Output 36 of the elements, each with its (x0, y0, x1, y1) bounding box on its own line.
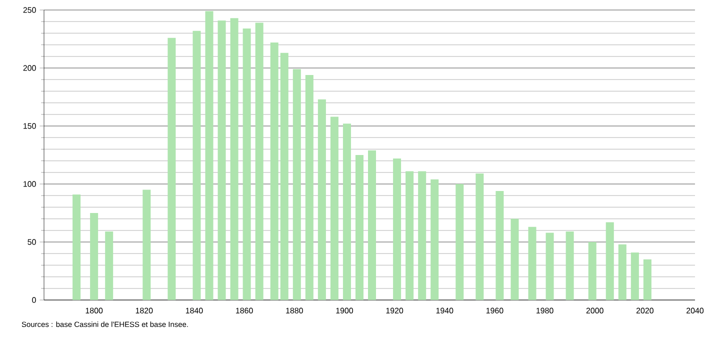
bar (368, 150, 376, 300)
bar (510, 218, 519, 300)
bar (618, 244, 626, 300)
bar (476, 174, 484, 300)
bar (643, 259, 652, 300)
bar (588, 242, 596, 300)
bar (142, 190, 151, 300)
bar (406, 171, 414, 300)
bar (242, 28, 251, 300)
bar (270, 42, 278, 300)
bar (105, 232, 114, 300)
bar (496, 190, 504, 300)
bar (330, 116, 338, 300)
bar (418, 171, 426, 300)
bar (456, 184, 464, 300)
bar (528, 226, 536, 300)
bar (355, 155, 364, 300)
bar (318, 99, 326, 300)
bar (566, 232, 574, 300)
bar (606, 222, 614, 300)
bar (218, 20, 226, 300)
bar (630, 252, 639, 300)
bar (168, 38, 176, 300)
bar (72, 194, 81, 300)
bar (255, 22, 264, 300)
bar (342, 124, 351, 300)
bar (280, 52, 288, 300)
bar (205, 11, 214, 300)
bar (230, 18, 238, 300)
bar (305, 74, 314, 300)
bar (192, 30, 201, 300)
bar (430, 179, 439, 300)
bar (292, 69, 301, 300)
bar (90, 213, 98, 300)
bar (393, 158, 402, 300)
bar (546, 232, 554, 300)
